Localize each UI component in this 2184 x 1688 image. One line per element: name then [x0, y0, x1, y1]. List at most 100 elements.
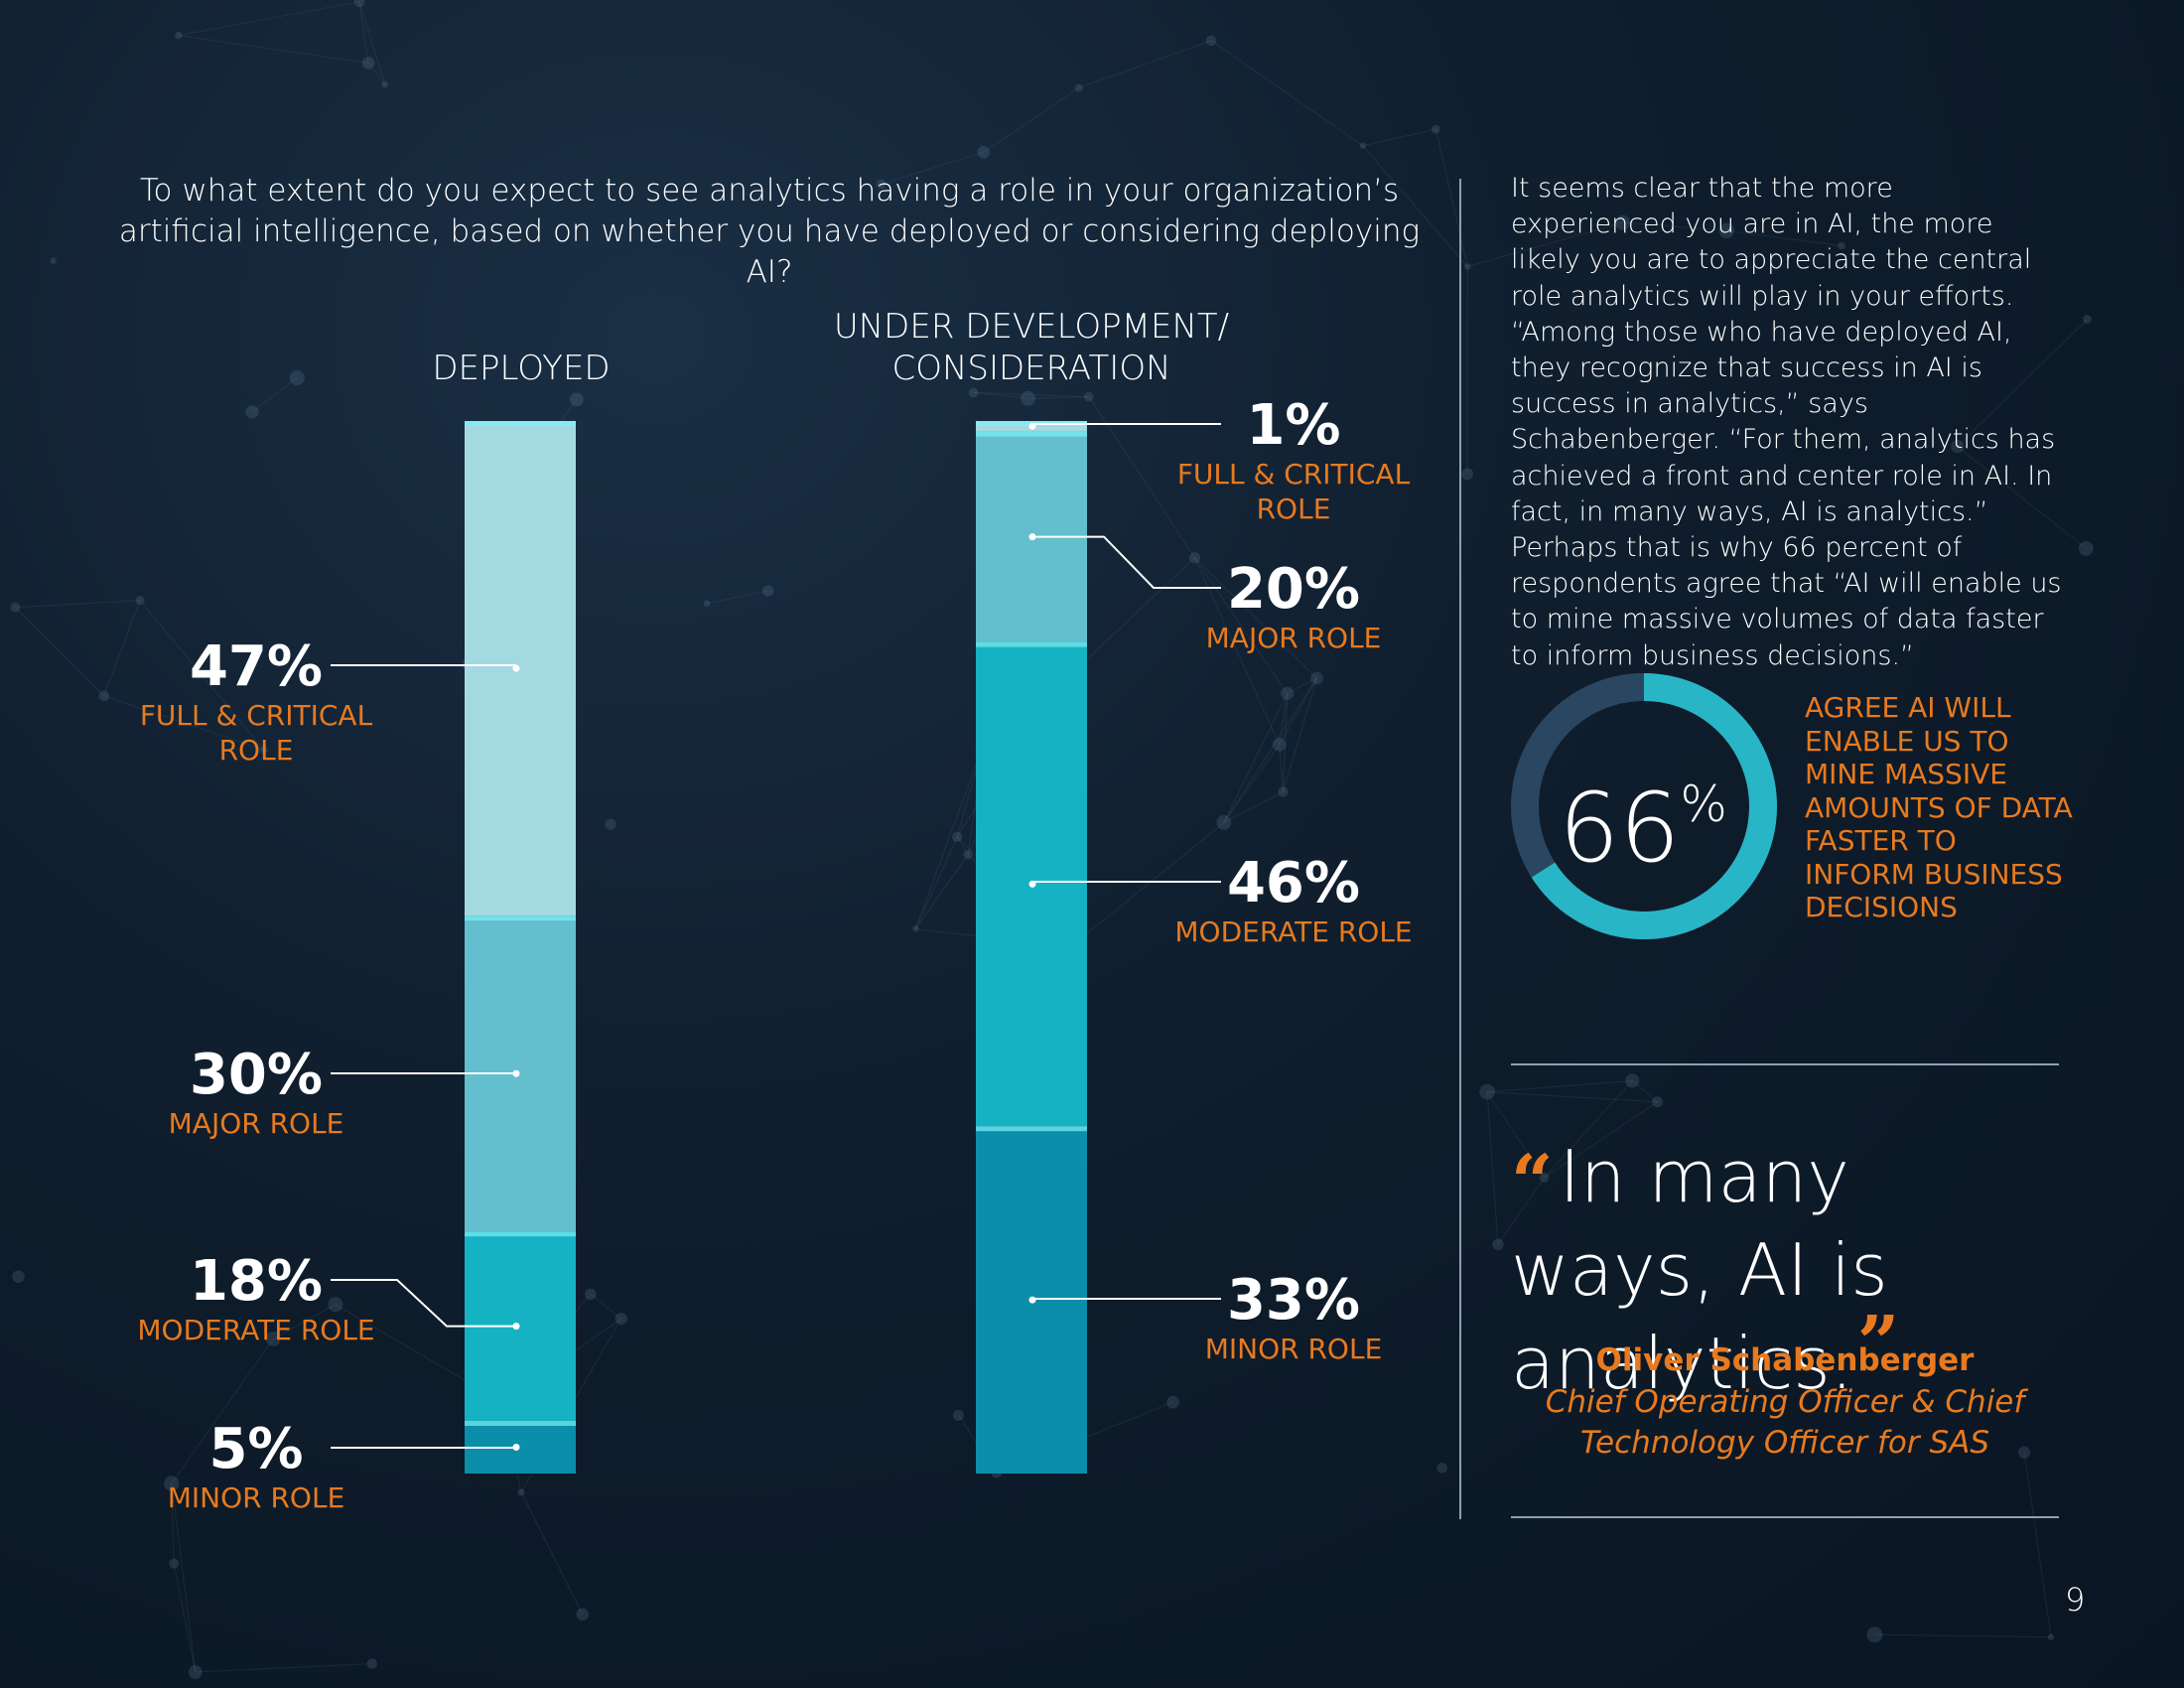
network-node — [1216, 814, 1232, 830]
network-line — [1434, 129, 1468, 267]
network-line — [272, 1304, 337, 1339]
network-line — [1279, 693, 1289, 746]
network-node — [517, 1488, 525, 1496]
quote-author-title: Chief Operating Officer & Chief Technolo… — [1545, 1384, 2025, 1461]
network-node — [328, 1297, 343, 1313]
network-node — [569, 392, 584, 407]
series-label: ROLE — [1257, 492, 1331, 525]
bar-segment-edge — [465, 1421, 576, 1426]
network-line — [1027, 396, 1089, 399]
network-line — [1467, 221, 1623, 268]
network-node — [1281, 686, 1295, 700]
network-line — [15, 600, 141, 609]
network-node — [1461, 468, 1474, 481]
network-node — [2047, 1633, 2055, 1641]
network-node — [361, 57, 375, 70]
network-line — [1279, 744, 1285, 792]
network-node — [1074, 83, 1083, 92]
donut-value-number: 66 — [1559, 773, 1681, 884]
donut-value-suffix: % — [1680, 775, 1727, 833]
data-label: 20% — [1227, 557, 1360, 622]
data-label: 18% — [190, 1249, 323, 1314]
network-line — [914, 741, 986, 929]
network-node — [1838, 241, 1845, 250]
leader-dot — [1028, 1296, 1036, 1304]
network-node — [2083, 315, 2093, 325]
network-node — [968, 387, 979, 398]
network-line — [1497, 1177, 1546, 1245]
bar-segment-edge — [465, 1231, 576, 1237]
series-label: MAJOR ROLE — [1206, 622, 1382, 654]
network-node — [10, 602, 21, 613]
data-label: 33% — [1227, 1268, 1360, 1333]
bar-segment-edge — [976, 1126, 1087, 1132]
network-line — [1874, 1633, 2052, 1638]
network-line — [139, 600, 265, 751]
network-line — [1362, 145, 1468, 267]
network-node — [1084, 391, 1094, 402]
series-label: MODERATE ROLE — [137, 1314, 374, 1346]
quote-author: Oliver Schabenberger — [1595, 1342, 1975, 1378]
body-paragraph: It seems clear that the more experienced… — [1511, 173, 2062, 671]
series-label: MODERATE ROLE — [1174, 915, 1412, 948]
donut-fill-arc — [1511, 673, 1777, 939]
network-line — [173, 1563, 197, 1673]
network-line — [1362, 128, 1436, 147]
data-label: 1% — [1246, 393, 1340, 458]
leader-dot — [512, 1323, 520, 1331]
network-line — [178, 35, 369, 65]
bar-segment-edge — [465, 421, 576, 426]
network-line — [195, 1662, 372, 1673]
network-node — [1205, 35, 1217, 47]
pull-quote: “In many ways, AI is analytics.” — [1511, 1130, 2067, 1410]
network-node — [576, 1608, 590, 1621]
network-line — [1223, 677, 1318, 823]
network-line — [914, 854, 969, 929]
network-node — [1479, 1083, 1495, 1100]
chart-question: To what extent do you expect to see anal… — [118, 173, 1421, 290]
network-node — [98, 690, 110, 702]
network-node — [1359, 142, 1366, 149]
network-node — [1951, 439, 1965, 454]
leader-dot — [512, 664, 520, 672]
leader-dot — [512, 1444, 520, 1451]
network-node — [2078, 540, 2094, 556]
bar-segment — [465, 421, 576, 916]
network-line — [1544, 1080, 1633, 1179]
network-node — [605, 818, 616, 830]
network-node — [1615, 214, 1631, 230]
network-line — [1279, 677, 1318, 746]
network-node — [164, 1476, 180, 1491]
network-node — [50, 257, 57, 264]
network-line — [1282, 693, 1289, 792]
network-node — [762, 585, 774, 597]
network-node — [381, 80, 389, 88]
quote-bottom-rule — [1511, 1516, 2059, 1518]
network-line — [103, 600, 141, 697]
network-node — [259, 746, 268, 755]
network-line — [171, 1483, 175, 1564]
network-line — [2023, 1452, 2052, 1637]
network-node — [265, 1332, 281, 1346]
network-node — [1272, 738, 1287, 752]
network-node — [1463, 263, 1471, 270]
network-line — [1957, 319, 2088, 448]
network-node — [1188, 551, 1201, 564]
network-line — [1223, 744, 1281, 823]
bar-segment-edge — [976, 641, 1087, 647]
network-line — [171, 1483, 197, 1673]
donut-label: AGREE AI WILL ENABLE US TO MINE MASSIVE … — [1805, 691, 2073, 923]
page-number: 9 — [2065, 1581, 2086, 1618]
bar-segment-edge — [465, 915, 576, 921]
network-node — [175, 31, 183, 40]
leader-line — [331, 1279, 516, 1328]
series-label: FULL & CRITICAL — [140, 699, 373, 732]
network-node — [2017, 1446, 2031, 1459]
series-label: ROLE — [219, 734, 294, 767]
network-node — [135, 596, 145, 606]
network-node — [1652, 1096, 1664, 1108]
series-label: MINOR ROLE — [1205, 1333, 1383, 1365]
network-node — [876, 179, 887, 190]
network-node — [353, 0, 365, 8]
